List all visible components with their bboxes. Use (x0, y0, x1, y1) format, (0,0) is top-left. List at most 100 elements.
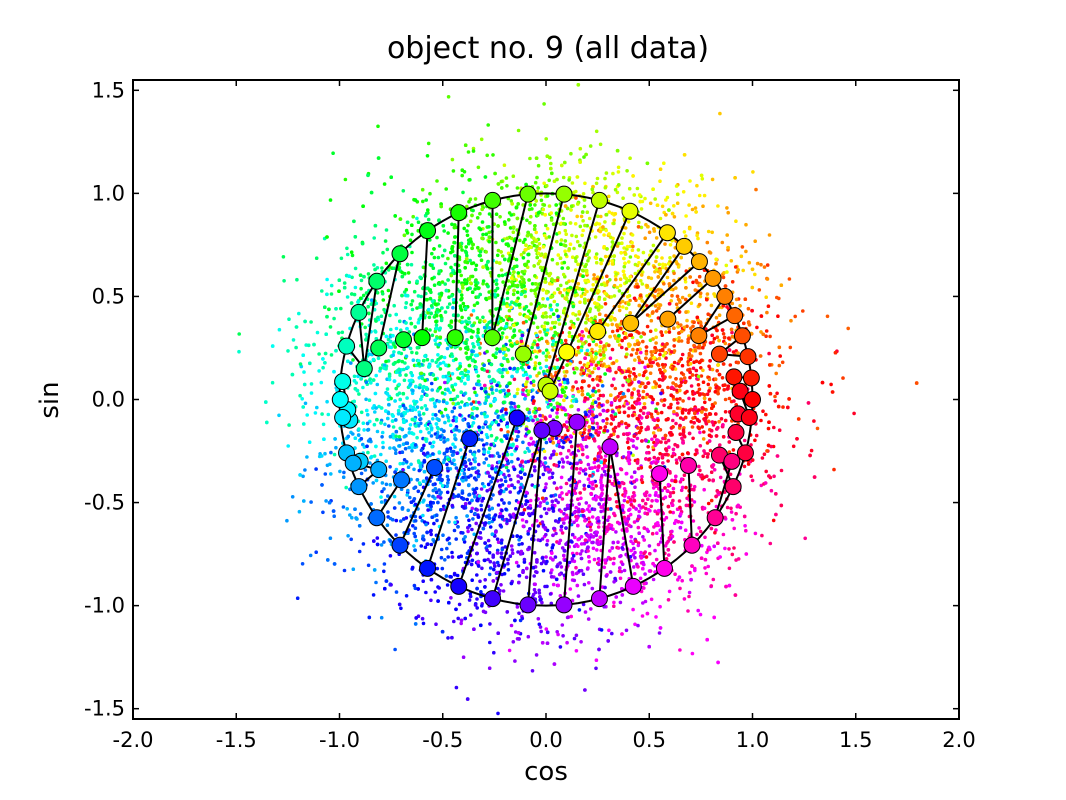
scatter-point (555, 239, 559, 244)
scatter-point (691, 397, 696, 401)
scatter-point (576, 339, 581, 343)
scatter-point (555, 411, 559, 415)
scatter-point (679, 488, 684, 493)
scatter-point (519, 292, 524, 297)
scatter-point (549, 494, 553, 498)
scatter-point (332, 514, 337, 518)
scatter-point (580, 389, 585, 393)
scatter-point (404, 373, 408, 377)
scatter-point (598, 446, 602, 451)
scatter-point (574, 234, 579, 239)
scatter-point (307, 440, 312, 445)
scatter-point (660, 204, 665, 209)
scatter-point (420, 616, 425, 621)
scatter-point (666, 438, 671, 443)
scatter-point (841, 376, 845, 380)
scatter-point (439, 490, 443, 495)
scatter-point (518, 238, 522, 243)
scatter-point (453, 235, 458, 239)
scatter-point (469, 509, 474, 514)
scatter-point (589, 607, 593, 611)
scatter-point (722, 388, 726, 392)
scatter-point (690, 651, 695, 656)
scatter-point (406, 488, 410, 493)
scatter-point (379, 314, 384, 319)
scatter-point (573, 268, 578, 272)
scatter-point (667, 553, 671, 557)
scatter-point (412, 583, 417, 588)
scatter-point (646, 497, 650, 502)
scatter-point (812, 419, 816, 423)
scatter-point (664, 330, 668, 334)
scatter-point (491, 153, 495, 157)
scatter-point (323, 451, 327, 456)
scatter-point (412, 467, 416, 472)
scatter-point (698, 351, 703, 356)
scatter-point (535, 373, 539, 378)
scatter-point (470, 411, 475, 416)
scatter-point (608, 549, 612, 553)
scatter-point (636, 525, 641, 530)
scatter-point (684, 214, 688, 218)
scatter-point (431, 452, 435, 456)
scatter-point (652, 455, 657, 460)
scatter-point (407, 427, 412, 431)
scatter-point (596, 360, 601, 365)
scatter-point (537, 242, 542, 246)
scatter-point (430, 444, 434, 449)
scatter-point (654, 498, 658, 503)
scatter-point (696, 236, 700, 241)
scatter-point (591, 190, 595, 195)
scatter-point (309, 391, 314, 395)
scatter-point (451, 169, 456, 173)
scatter-point (539, 514, 543, 519)
scatter-point (642, 562, 646, 567)
scatter-point (545, 528, 550, 533)
scatter-point (640, 474, 644, 479)
scatter-point (472, 406, 476, 411)
scatter-point (452, 458, 456, 463)
scatter-point (508, 366, 512, 371)
scatter-point (375, 536, 380, 540)
scatter-point (698, 529, 703, 534)
scatter-point (651, 431, 656, 435)
scatter-point (549, 161, 553, 166)
scatter-point (473, 197, 478, 201)
scatter-point (643, 572, 647, 576)
scatter-point (409, 262, 414, 267)
scatter-point (721, 532, 726, 537)
scatter-point (641, 395, 645, 400)
scatter-point (633, 262, 638, 267)
scatter-point (388, 554, 393, 558)
scatter-point (416, 220, 421, 224)
scatter-point (675, 321, 680, 325)
scatter-point (460, 248, 464, 252)
scatter-point (372, 454, 377, 458)
scatter-point (656, 288, 660, 292)
scatter-point (446, 256, 450, 261)
scatter-point (621, 505, 625, 510)
scatter-point (468, 592, 473, 596)
scatter-point (559, 565, 564, 569)
scatter-point (738, 304, 742, 308)
scatter-point (585, 314, 590, 318)
scatter-point (481, 315, 485, 320)
scatter-point (502, 489, 506, 494)
scatter-point (408, 316, 413, 321)
scatter-point (565, 420, 569, 424)
scatter-point (282, 279, 286, 283)
scatter-point (579, 542, 584, 546)
scatter-point (672, 360, 677, 365)
scatter-point (529, 233, 533, 237)
scatter-point (571, 394, 575, 399)
scatter-point (619, 554, 623, 558)
scatter-point (458, 347, 463, 351)
scatter-point (501, 589, 506, 593)
scatter-point (574, 565, 578, 570)
scatter-point (536, 186, 540, 190)
scatter-point (701, 380, 706, 385)
scatter-point (711, 577, 716, 582)
scatter-point (668, 494, 672, 499)
scatter-point (479, 487, 484, 491)
scatter-point (493, 513, 498, 517)
